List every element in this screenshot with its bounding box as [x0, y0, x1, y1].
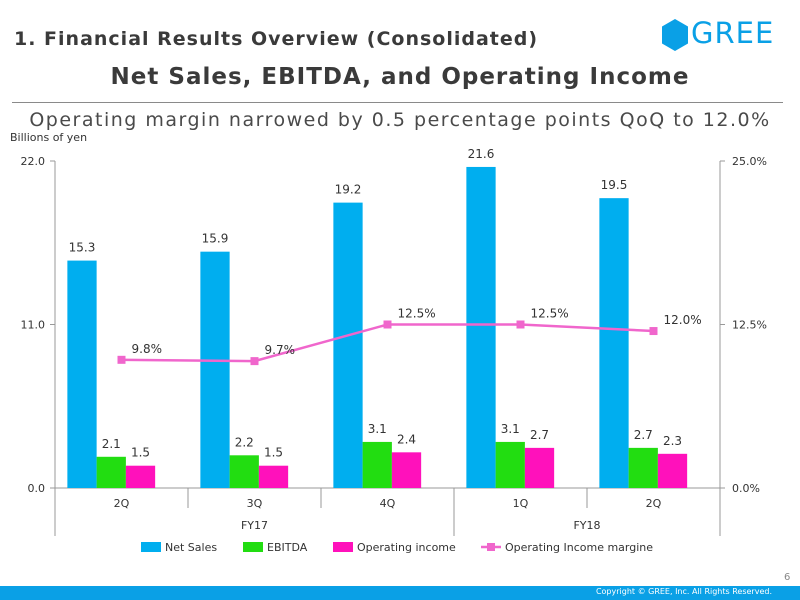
section-title: 1. Financial Results Overview (Consolida…	[14, 28, 539, 50]
margin-point	[250, 357, 259, 366]
bar-value-label: 2.2	[235, 435, 254, 449]
margin-point	[649, 327, 658, 336]
left-tick-label: 11.0	[21, 319, 46, 332]
bar-value-label: 2.7	[530, 428, 549, 442]
bar-ebitda	[229, 455, 259, 488]
bar-value-label: 3.1	[501, 422, 520, 436]
bar-value-label: 1.5	[264, 446, 283, 460]
margin-point	[117, 355, 126, 364]
bar-ebitda	[495, 441, 525, 488]
bar-operating-income	[258, 465, 289, 488]
left-tick-label: 0.0	[28, 482, 46, 495]
right-tick-label: 25.0%	[732, 155, 767, 168]
bar-operating-income	[657, 453, 688, 488]
subtitle: Operating margin narrowed by 0.5 percent…	[29, 109, 771, 131]
bar-operating-income	[524, 447, 555, 488]
unit-label: Billions of yen	[10, 131, 88, 144]
page-number: 6	[784, 572, 791, 583]
bar-value-label: 15.9	[202, 232, 229, 246]
bar-value-label: 2.4	[397, 432, 416, 446]
hexagon-logo-icon	[662, 19, 688, 51]
bar-value-label: 1.5	[131, 446, 150, 460]
legend-label: Operating income	[357, 541, 456, 554]
bar-net-sales	[333, 202, 363, 489]
logo-text: GREE	[691, 16, 775, 50]
margin-point	[516, 320, 525, 329]
category-label: 1Q	[513, 497, 529, 510]
category-label: 2Q	[114, 497, 130, 510]
left-tick-label: 22.0	[21, 155, 46, 168]
legend-swatch	[141, 542, 161, 552]
margin-value-label: 12.5%	[531, 307, 569, 321]
bar-net-sales	[200, 251, 230, 488]
margin-value-label: 9.8%	[132, 342, 163, 356]
title-divider	[12, 102, 783, 103]
margin-point	[383, 320, 392, 329]
bar-value-label: 2.3	[663, 434, 682, 448]
bar-value-label: 15.3	[69, 241, 96, 255]
legend-label: EBITDA	[267, 541, 308, 554]
margin-value-label: 12.5%	[398, 307, 436, 321]
group-label: FY17	[241, 519, 268, 532]
footer-bar	[0, 586, 800, 600]
category-label: 3Q	[247, 497, 263, 510]
right-tick-label: 0.0%	[732, 482, 760, 495]
bar-ebitda	[362, 441, 392, 488]
bar-net-sales	[599, 198, 629, 488]
bar-value-label: 3.1	[368, 422, 387, 436]
gree-logo: GREE	[660, 16, 780, 54]
legend-label: Net Sales	[165, 541, 217, 554]
group-label: FY18	[573, 519, 600, 532]
legend-swatch	[243, 542, 263, 552]
bar-value-label: 2.7	[634, 428, 653, 442]
legend-swatch	[333, 542, 353, 552]
bar-ebitda	[628, 447, 658, 488]
bar-value-label: 19.2	[335, 183, 362, 197]
bar-value-label: 2.1	[102, 437, 121, 451]
bar-operating-income	[391, 452, 422, 488]
bar-value-label: 19.5	[601, 178, 628, 192]
bar-operating-income	[125, 465, 156, 488]
category-label: 4Q	[380, 497, 396, 510]
copyright-text: Copyright © GREE, Inc. All Rights Reserv…	[595, 587, 772, 596]
bar-value-label: 21.6	[468, 147, 495, 161]
legend-swatch-marker	[487, 543, 495, 551]
bar-ebitda	[96, 456, 126, 488]
legend-label: Operating Income margine	[505, 541, 653, 554]
category-label: 2Q	[646, 497, 662, 510]
margin-value-label: 9.7%	[265, 343, 296, 357]
page-title: Net Sales, EBITDA, and Operating Income	[110, 64, 690, 90]
bar-net-sales	[67, 260, 97, 488]
bar-net-sales	[466, 166, 496, 489]
margin-value-label: 12.0%	[664, 313, 702, 327]
right-tick-label: 12.5%	[732, 319, 767, 332]
